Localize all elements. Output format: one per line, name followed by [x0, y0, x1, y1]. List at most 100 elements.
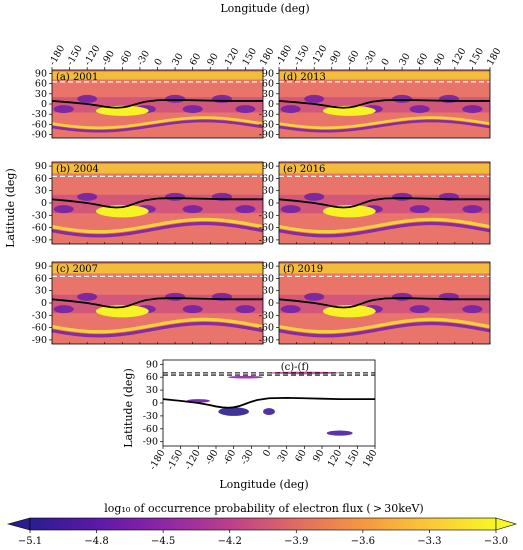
x-tick-label: -90 [100, 49, 117, 68]
heatmap-purple-patch [165, 94, 186, 103]
heatmap-purple-patch [53, 105, 74, 114]
panel-heatmap [279, 70, 490, 138]
y-tick-label: -60 [32, 223, 47, 234]
heatmap-purple-patch [304, 292, 325, 301]
panel-heatmap [279, 262, 490, 344]
heatmap-north-band [279, 264, 490, 274]
y-tick-label: -60 [32, 119, 47, 130]
y-tick-label: 30 [146, 385, 158, 396]
y-tick-label: 90 [35, 68, 47, 79]
heatmap-saa-blob [95, 305, 149, 318]
y-tick-label: -60 [259, 323, 274, 334]
y-tick-label: 30 [262, 89, 274, 100]
panel-heatmap [52, 262, 263, 344]
y-tick-label: 60 [262, 79, 274, 90]
y-tick-label: 0 [41, 99, 47, 110]
panel-1: (a) 20019060300-30-60-90-180-150-120-90-… [32, 44, 277, 141]
y-tick-label: -90 [143, 437, 158, 448]
x-tick-label: -150 [65, 44, 85, 68]
heatmap-purple-patch [53, 305, 74, 314]
magnetic-equator-line [52, 297, 263, 309]
y-tick-label: 30 [35, 186, 47, 197]
x-tick-label: 120 [326, 448, 345, 469]
heatmap-north-band [52, 71, 263, 80]
y-tick-label: 30 [35, 89, 47, 100]
y-tick-label: -30 [259, 210, 274, 221]
panel-heatmap [279, 162, 490, 244]
x-tick-label: -180 [47, 44, 67, 68]
panel-label: (c)-(f) [281, 362, 309, 373]
x-tick-label: 150 [343, 448, 362, 469]
panel-label: (e) 2016 [283, 164, 325, 175]
x-tick-label: 90 [311, 448, 327, 464]
heatmap-south-purple-band [279, 221, 490, 238]
heatmap-purple-patch [304, 94, 325, 103]
y-tick-label: 30 [262, 186, 274, 197]
magnetic-equator-line [279, 99, 490, 109]
x-tick-label: 0 [261, 448, 274, 459]
heatmap-purple-patch [235, 305, 256, 314]
x-tick-label: 30 [397, 52, 413, 68]
y-tick-label: -90 [259, 335, 274, 346]
x-tick-label: 0 [380, 57, 393, 68]
heatmap-south-band [52, 217, 263, 234]
heatmap-purple-patch [165, 192, 186, 201]
y-tick-label: 0 [268, 99, 274, 110]
y-tick-label: 90 [262, 261, 274, 272]
x-tick-label: -90 [327, 49, 344, 68]
colorbar-tick-label: −4.8 [84, 536, 108, 547]
panel-label: (a) 2001 [56, 72, 98, 83]
x-tick-label: 120 [223, 46, 242, 67]
heatmap-north-band [52, 264, 263, 274]
y-tick-label: 30 [35, 286, 47, 297]
heatmap-purple-patch [409, 305, 430, 314]
heatmap-purple-patch [392, 292, 413, 301]
x-tick-label: 90 [432, 52, 448, 68]
heatmap-purple-patch [280, 105, 301, 114]
heatmap-south-band [279, 217, 490, 234]
x-tick-label: -30 [135, 49, 152, 68]
colorbar-bar [29, 517, 497, 531]
magnetic-equator-line [163, 396, 375, 409]
y-tick-label: 60 [35, 173, 47, 184]
x-tick-label: 30 [276, 448, 292, 464]
heatmap-saa-blob [322, 305, 376, 318]
panel-2: (d) 20139060300-30-60-90-180-150-120-90-… [259, 44, 504, 141]
difference-patch [218, 407, 249, 416]
y-tick-label: -60 [259, 223, 274, 234]
colorbar-tick-label: −3.0 [484, 536, 508, 547]
heatmap-south-purple-band [279, 119, 490, 133]
y-tick-label: -30 [259, 109, 274, 120]
y-tick-label: 0 [268, 198, 274, 209]
heatmap-purple-patch [182, 305, 203, 314]
bottom-y-axis-label: Latitude (deg) [122, 368, 135, 448]
heatmap-saa-blob [322, 205, 376, 218]
heatmap-south-purple-band [52, 321, 263, 338]
heatmap-south-band [52, 317, 263, 334]
y-tick-label: -60 [32, 323, 47, 334]
x-tick-label: -60 [344, 49, 361, 68]
heatmap-south-purple-band [279, 321, 490, 338]
y-tick-label: 60 [262, 173, 274, 184]
y-tick-label: -60 [143, 424, 158, 435]
x-tick-label: -150 [292, 44, 312, 68]
heatmap-purple-patch [409, 105, 430, 114]
y-tick-label: 90 [262, 161, 274, 172]
colorbar-tick-label: −5.1 [18, 536, 42, 547]
colorbar: log₁₀ of occurrence probability of elect… [6, 502, 518, 547]
heatmap-south-band [279, 116, 490, 130]
difference-patch [263, 408, 275, 416]
y-tick-label: -30 [32, 109, 47, 120]
panel-label: (f) 2019 [283, 264, 323, 275]
heatmap-north-band [279, 164, 490, 174]
y-tick-label: 0 [41, 298, 47, 309]
panel-label: (d) 2013 [283, 72, 326, 83]
y-tick-label: 90 [146, 359, 158, 370]
y-tick-label: -90 [32, 235, 47, 246]
x-tick-label: 120 [450, 46, 469, 67]
heatmap-purple-patch [77, 192, 98, 201]
heatmap-purple-patch [77, 292, 98, 301]
